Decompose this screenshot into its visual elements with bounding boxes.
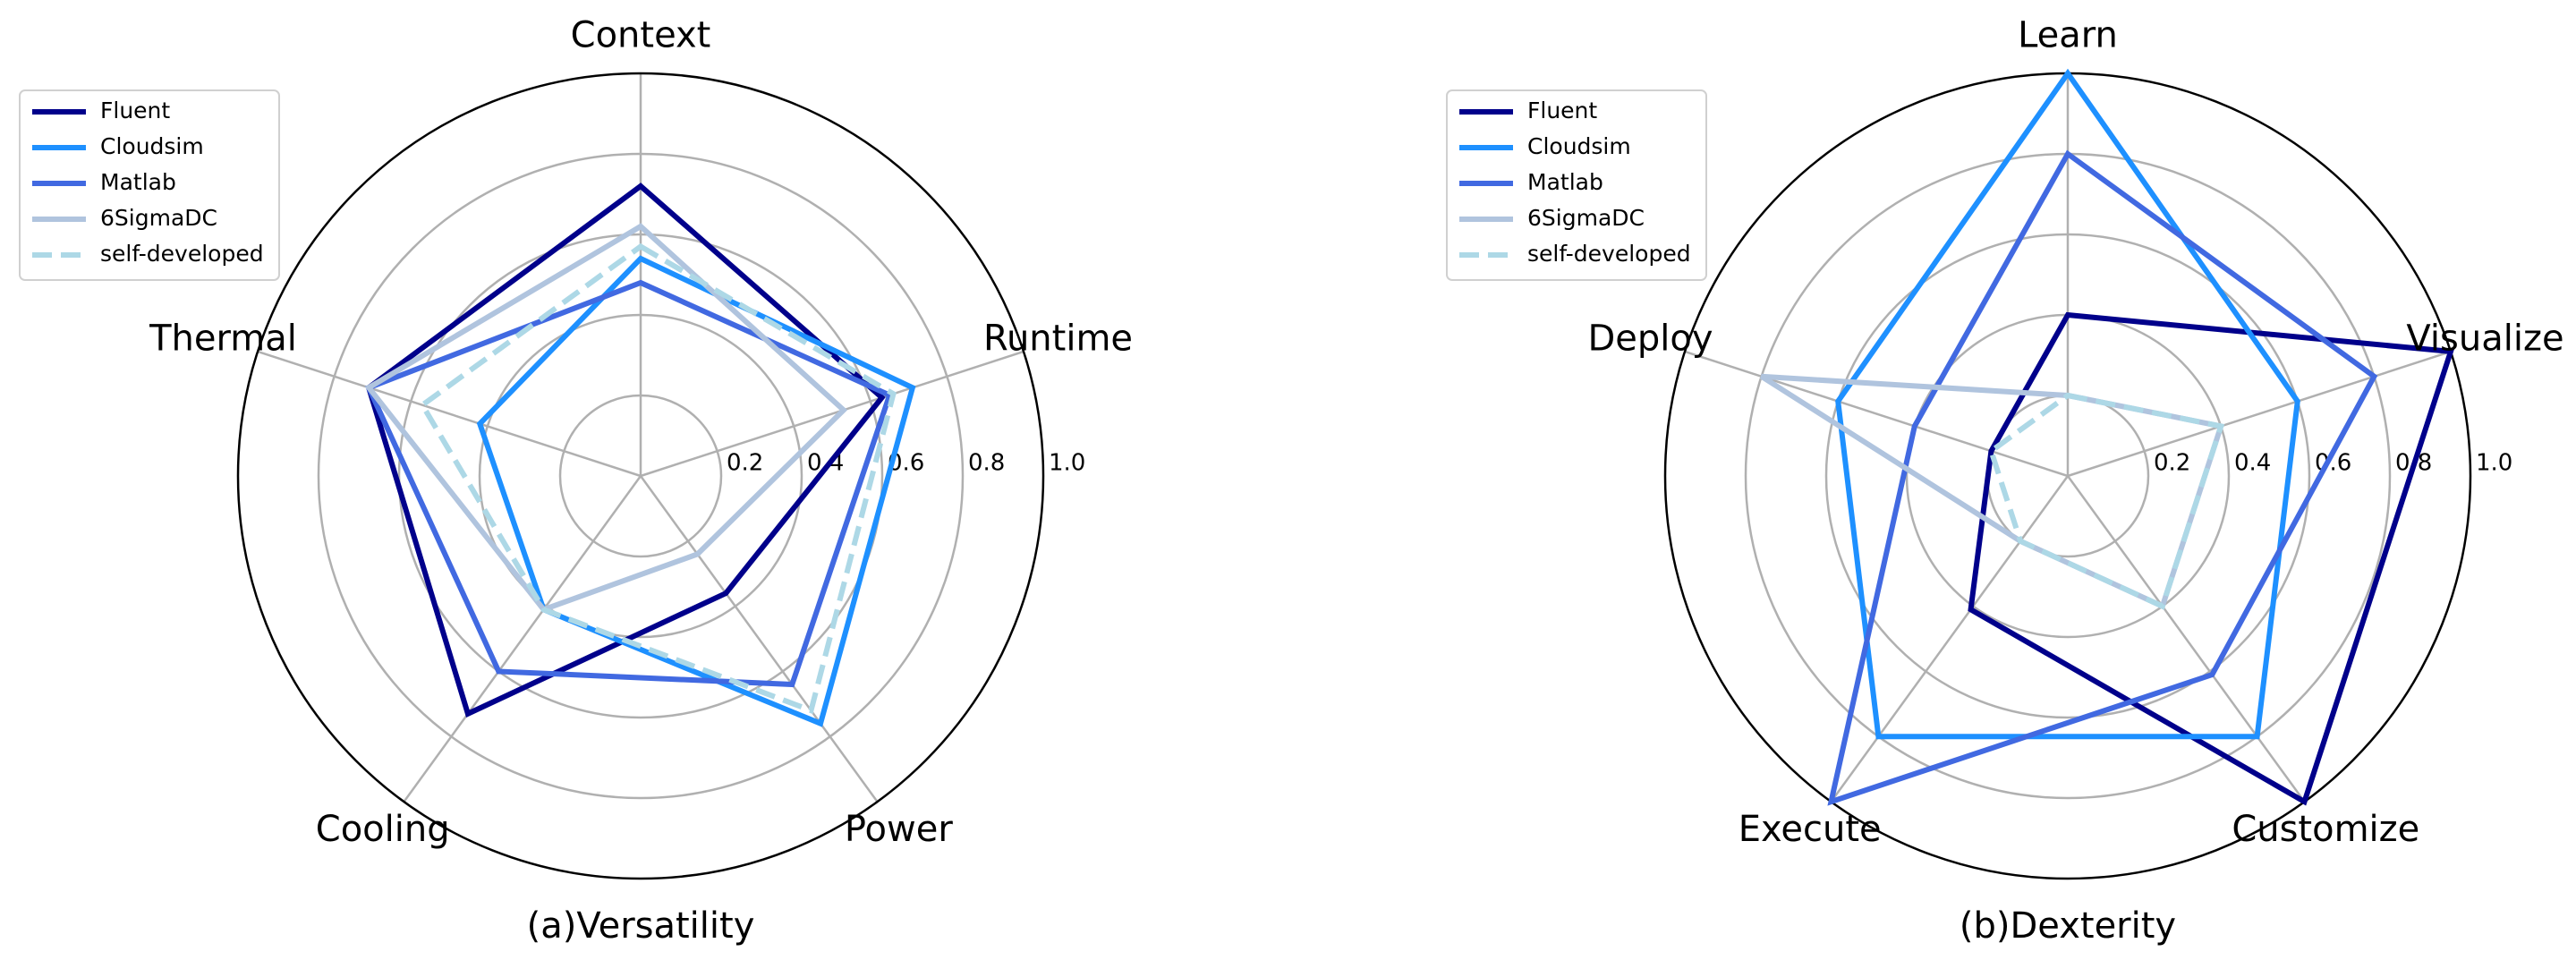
grid-ring [478, 313, 803, 639]
spoke [2067, 350, 2452, 478]
outer-ring [236, 72, 1045, 880]
legend-label: 6SigmaDC [100, 205, 217, 231]
r-tick-label: 0.2 [727, 450, 763, 477]
legend-label: self-developed [100, 241, 264, 267]
legend-box [19, 89, 280, 281]
series-line [1835, 68, 2300, 740]
series-line [364, 223, 848, 613]
axis-label: Context [571, 15, 711, 56]
grid-ring [558, 394, 723, 558]
r-tick-label: 0.2 [2154, 450, 2190, 477]
series-line [1987, 392, 2225, 610]
grid-ring [1824, 233, 2311, 719]
axis-label: Runtime [983, 318, 1133, 359]
grid-ring [397, 233, 884, 719]
spoke [1830, 475, 2070, 803]
legend-label: 6SigmaDC [1527, 205, 1645, 231]
axis-label: Power [845, 809, 953, 850]
axis-label: Deploy [1587, 318, 1713, 359]
spoke [257, 350, 642, 478]
series-line [419, 242, 897, 715]
spoke [2066, 475, 2306, 803]
legend-box [1446, 89, 1707, 281]
r-tick-label: 1.0 [1049, 450, 1085, 477]
axis-label: Learn [2018, 15, 2118, 56]
axis-label: Customize [2232, 809, 2419, 850]
spoke [639, 475, 879, 803]
axis-label: Thermal [149, 318, 297, 359]
axis-label: Visualize [2406, 318, 2563, 359]
chart-title: (b)Dexterity [1960, 905, 2176, 947]
series-line [1827, 149, 2378, 806]
grid-ring [317, 152, 965, 800]
legend-label: self-developed [1527, 241, 1691, 267]
series-line [1968, 311, 2454, 806]
r-tick-label: 1.0 [2476, 450, 2512, 477]
spoke [640, 350, 1024, 478]
spoke [1684, 350, 2069, 478]
chart-title: (a)Versatility [527, 905, 755, 947]
legend-label: Fluent [100, 98, 170, 123]
series-line [476, 255, 916, 727]
legend-label: Fluent [1527, 98, 1597, 123]
axis-label: Cooling [316, 809, 450, 850]
axis-label: Execute [1739, 809, 1882, 850]
legend-label: Matlab [1527, 169, 1603, 195]
series-line [365, 279, 893, 688]
spoke [403, 475, 642, 803]
series-line [1760, 373, 2225, 610]
r-tick-label: 0.8 [968, 450, 1005, 477]
r-tick-label: 0.4 [2234, 450, 2271, 477]
legend-label: Cloudsim [100, 133, 204, 159]
legend-label: Matlab [100, 169, 176, 195]
legend-label: Cloudsim [1527, 133, 1631, 159]
